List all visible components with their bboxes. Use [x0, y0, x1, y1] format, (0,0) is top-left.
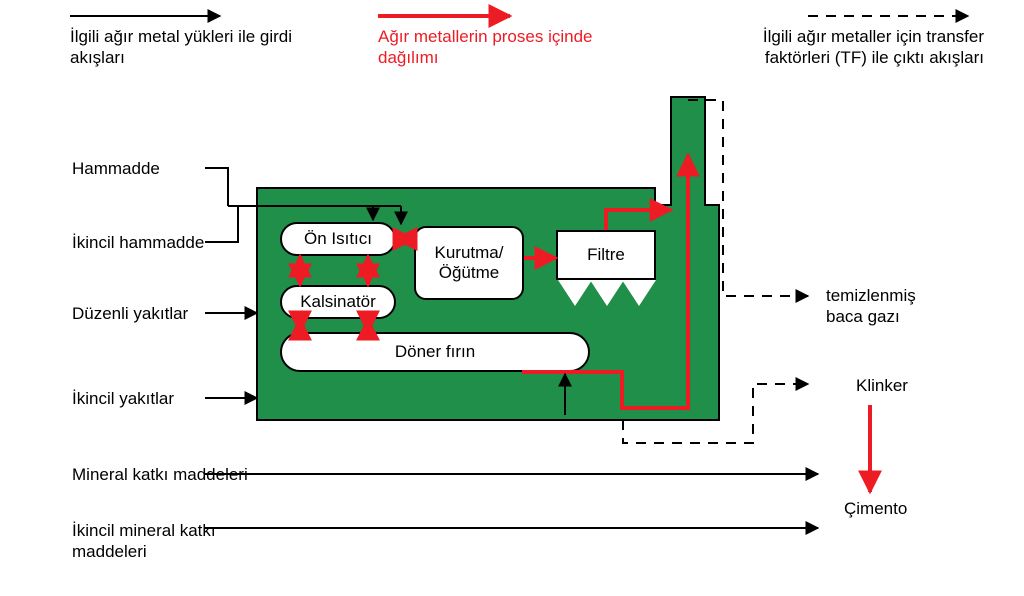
unit-calcinator: Kalsinatör — [280, 285, 396, 319]
filter-cone-icon — [622, 280, 656, 306]
unit-calcinator-label: Kalsinatör — [300, 292, 376, 312]
legend-dashed-text: İlgili ağır metaller için transfer faktö… — [763, 26, 984, 69]
unit-dryer-label: Kurutma/ Öğütme — [435, 243, 504, 283]
legend-red-text: Ağır metallerin proses içinde dağılımı — [378, 26, 592, 69]
label-hammadde: Hammadde — [72, 158, 160, 179]
label-cimento: Çimento — [844, 498, 907, 519]
legend-grey-text: İlgili ağır metal yükleri ile girdi akış… — [70, 26, 292, 69]
unit-kiln: Döner fırın — [280, 332, 590, 372]
unit-filter-label: Filtre — [587, 245, 625, 265]
label-ikincil-min: İkincil mineral katkı maddeleri — [72, 520, 216, 563]
label-baca: temizlenmiş baca gazı — [826, 285, 916, 328]
filter-cone-icon — [558, 280, 592, 306]
unit-kiln-label: Döner fırın — [395, 342, 475, 362]
label-ikincil-ham: İkincil hammadde — [72, 232, 204, 253]
filter-cone-icon — [590, 280, 624, 306]
label-ikincil-yak: İkincil yakıtlar — [72, 388, 174, 409]
label-duzenli: Düzenli yakıtlar — [72, 303, 188, 324]
unit-preheater: Ön Isıtıcı — [280, 222, 396, 256]
label-klinker: Klinker — [856, 375, 908, 396]
label-mineral: Mineral katkı maddeleri — [72, 464, 248, 485]
unit-preheater-label: Ön Isıtıcı — [304, 229, 372, 249]
diagram-stage: İlgili ağır metal yükleri ile girdi akış… — [0, 0, 1024, 596]
unit-filter: Filtre — [556, 230, 656, 280]
unit-dryer: Kurutma/ Öğütme — [414, 226, 524, 300]
